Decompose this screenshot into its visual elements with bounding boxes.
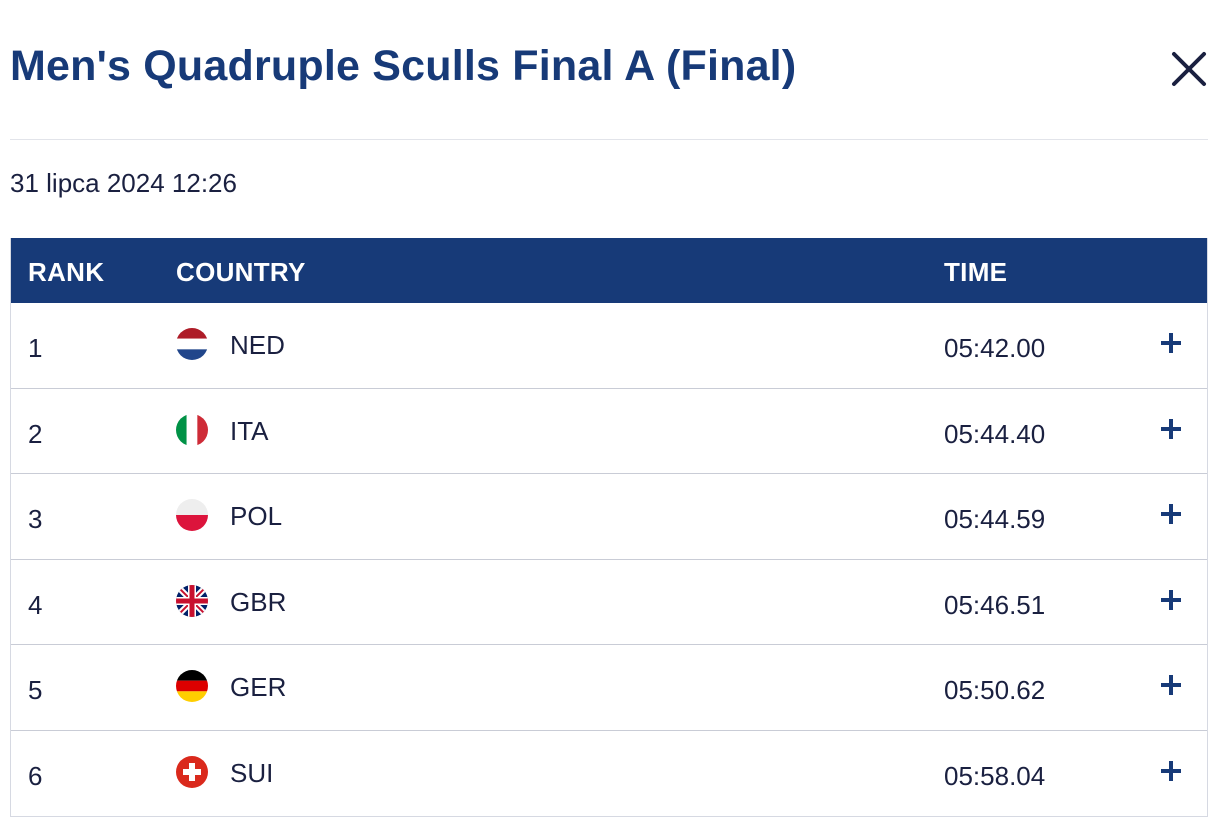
time-cell: 05:44.59: [944, 504, 1046, 534]
flag-italy-icon: [176, 413, 208, 446]
plus-icon[interactable]: [1158, 501, 1184, 527]
time-cell: 05:44.40: [944, 418, 1046, 449]
plus-icon[interactable]: [1158, 330, 1184, 356]
table-row[interactable]: 6 SUI 05:58.04: [11, 731, 1207, 817]
modal-title: Men's Quadruple Sculls Final A (Final): [10, 42, 797, 90]
flag-netherlands-icon: [176, 328, 208, 360]
plus-icon[interactable]: [1158, 416, 1184, 442]
rank-cell: 1: [28, 333, 43, 363]
flag-germany-icon: [176, 670, 208, 702]
time-cell: 05:42.00: [944, 333, 1046, 363]
header-time: TIME: [944, 257, 1008, 287]
table-row[interactable]: 2 ITA 05:44.40: [11, 389, 1207, 474]
country-cell: GER: [230, 672, 287, 702]
table-row[interactable]: 3 POL 05:44.59: [11, 474, 1207, 560]
rank-cell: 2: [28, 418, 43, 449]
flag-switzerland-icon: [176, 755, 208, 788]
close-icon[interactable]: [1168, 48, 1210, 90]
header-divider: [10, 139, 1208, 140]
flag-great-britain-icon: [176, 584, 208, 617]
header-country: COUNTRY: [176, 257, 306, 287]
time-cell: 05:58.04: [944, 760, 1046, 791]
country-cell: POL: [230, 501, 283, 531]
table-header: RANK COUNTRY TIME: [11, 238, 1207, 303]
table-row[interactable]: 5 GER 05:50.62: [11, 645, 1207, 731]
table-row[interactable]: 4 GBR 05:46.51: [11, 560, 1207, 645]
rank-cell: 5: [28, 675, 43, 705]
plus-icon[interactable]: [1158, 672, 1184, 698]
results-table: RANK COUNTRY TIME 1 NED 05:42.00: [10, 238, 1208, 817]
time-cell: 05:50.62: [944, 675, 1046, 705]
event-date: 31 lipca 2024 12:26: [10, 168, 237, 198]
flag-poland-icon: [176, 499, 208, 531]
rank-cell: 3: [28, 504, 43, 534]
table-row[interactable]: 1 NED 05:42.00: [11, 303, 1207, 389]
country-cell: GBR: [230, 586, 287, 617]
plus-icon[interactable]: [1158, 587, 1184, 613]
time-cell: 05:46.51: [944, 589, 1046, 620]
country-cell: ITA: [230, 415, 269, 446]
header-rank: RANK: [28, 257, 105, 287]
plus-icon[interactable]: [1158, 758, 1184, 784]
rank-cell: 4: [28, 589, 43, 620]
country-cell: SUI: [230, 757, 274, 788]
country-cell: NED: [230, 330, 285, 360]
rank-cell: 6: [28, 760, 43, 791]
